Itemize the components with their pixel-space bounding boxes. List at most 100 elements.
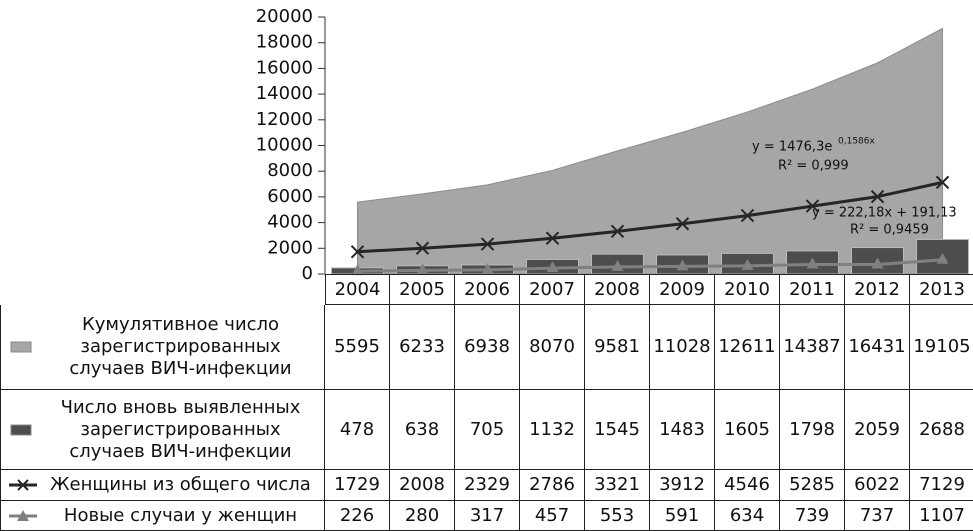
table-value: 1605: [715, 390, 780, 470]
table-value: 705: [455, 390, 520, 470]
table-value: 7129: [910, 470, 973, 501]
marker: [545, 231, 560, 245]
legend-key: [9, 509, 37, 521]
legend-key: [9, 479, 37, 491]
table-value: 4546: [715, 470, 780, 501]
x-tick-label: 2013: [910, 274, 973, 305]
x-tick-label: 2005: [390, 274, 455, 305]
table-value: 1729: [325, 470, 390, 501]
legend-cell: Кумулятивное число зарегистрированных сл…: [0, 305, 325, 390]
table-value: 739: [780, 501, 845, 531]
x-tick-label: 2006: [455, 274, 520, 305]
marker: [611, 259, 624, 271]
marker: [610, 224, 625, 239]
table-value: 5285: [780, 470, 845, 501]
y-tick-label: 4000: [267, 212, 313, 233]
marker: [546, 261, 559, 273]
line: [357, 180, 943, 254]
table-value: 3912: [650, 470, 715, 501]
x-tick-label: 2009: [650, 274, 715, 305]
legend-marker: [17, 509, 29, 521]
table-value: 11028: [650, 305, 715, 390]
table-value: 2329: [455, 470, 520, 501]
marker: [870, 189, 885, 204]
annotation: R² = 0,9459: [850, 223, 929, 238]
y-tick-label: 20000: [256, 6, 313, 27]
table-value: 737: [845, 501, 910, 531]
table-value: 553: [585, 501, 650, 531]
x-tick-label: 2007: [520, 274, 585, 305]
y-tick-label: 10000: [256, 135, 313, 156]
table-value: 6233: [390, 305, 455, 390]
table-value: 1132: [520, 390, 585, 470]
marker: [741, 258, 754, 270]
table-value: 1483: [650, 390, 715, 470]
legend-label: Новые случаи у женщин: [63, 504, 298, 526]
marker: [871, 257, 884, 269]
annotation: y = 222,18x + 191,13: [812, 206, 957, 221]
table-value: 6938: [455, 305, 520, 390]
table-value: 634: [715, 501, 780, 531]
marker: [416, 263, 429, 275]
legend-cell: Новые случаи у женщин: [0, 501, 325, 531]
legend-key: [10, 341, 32, 353]
x-tick-label: 2012: [845, 274, 910, 305]
x-tick-label: 2008: [585, 274, 650, 305]
table-value: 317: [455, 501, 520, 531]
y-tick-label: 0: [302, 263, 313, 284]
marker: [350, 245, 365, 259]
marker: [480, 237, 495, 251]
table-value: 3321: [585, 470, 650, 501]
table-value: 8070: [520, 305, 585, 390]
y-tick-label: 8000: [267, 160, 313, 181]
x-tick-label: 2011: [780, 274, 845, 305]
x-tick-label: 2010: [715, 274, 780, 305]
y-tick-label: 18000: [256, 32, 313, 53]
table-value: 638: [390, 390, 455, 470]
annotation: R² = 0,999: [778, 159, 849, 174]
legend-cell: Женщины из общего числа: [0, 470, 325, 501]
table-value: 2688: [910, 390, 973, 470]
marker: [415, 241, 430, 255]
table-value: 226: [325, 501, 390, 531]
table-value: 1545: [585, 390, 650, 470]
marker: [935, 175, 950, 190]
y-tick-label: 16000: [256, 57, 313, 78]
table-value: 280: [390, 501, 455, 531]
annotation: 0,1586x: [838, 137, 875, 147]
marker: [740, 208, 755, 223]
table-value: 457: [520, 501, 585, 531]
table-value: 16431: [845, 305, 910, 390]
y-tick-label: 2000: [267, 237, 313, 258]
y-tick-label: 14000: [256, 83, 313, 104]
legend-key: [10, 424, 32, 435]
table-value: 1107: [910, 501, 973, 531]
marker: [675, 217, 690, 231]
y-tick-label: 12000: [256, 109, 313, 130]
annotation: y = 1476,3e: [752, 140, 832, 155]
table-value: 1798: [780, 390, 845, 470]
table-value: 6022: [845, 470, 910, 501]
marker: [805, 199, 820, 213]
marker: [676, 259, 689, 271]
table-value: 19105: [910, 305, 973, 390]
table-value: 12611: [715, 305, 780, 390]
x-tick-label: 2004: [325, 274, 390, 305]
legend-marker: [17, 479, 29, 491]
legend-swatch: [10, 341, 32, 353]
table-value: 2786: [520, 470, 585, 501]
table-value: 2059: [845, 390, 910, 470]
table-value: 591: [650, 501, 715, 531]
legend-label: Число вновь выявленных зарегистрированны…: [60, 396, 301, 462]
marker: [351, 264, 364, 276]
marker: [806, 257, 819, 269]
table-value: 2008: [390, 470, 455, 501]
table-value: 14387: [780, 305, 845, 390]
legend-label: Кумулятивное число зарегистрированных сл…: [69, 314, 292, 379]
marker: [481, 262, 494, 274]
y-tick-label: 6000: [267, 186, 313, 207]
legend-swatch: [10, 424, 32, 435]
table-value: 5595: [325, 305, 390, 390]
